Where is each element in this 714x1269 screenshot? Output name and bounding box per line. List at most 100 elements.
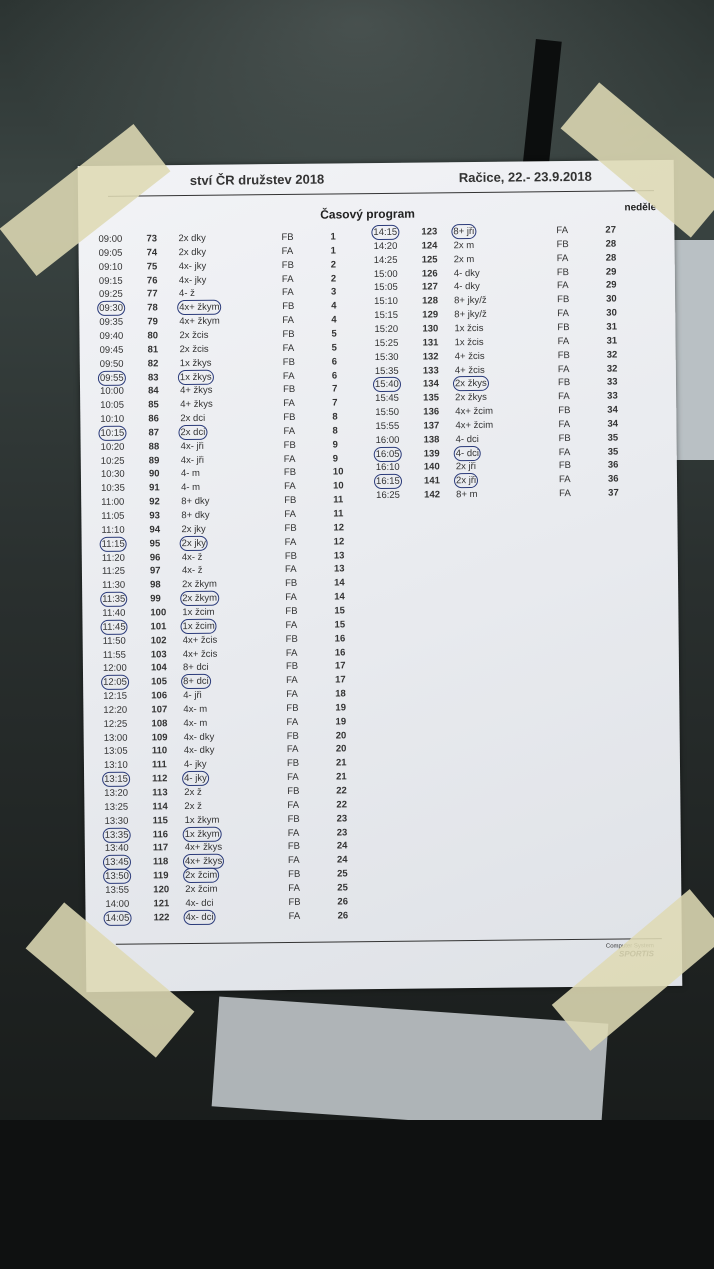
cell-cat: 8+ dci <box>182 662 209 674</box>
cell-race: 8 <box>332 425 338 437</box>
cell-num: 107 <box>151 704 168 716</box>
cell-cat: 2x ž <box>184 800 202 812</box>
cell-race: 31 <box>606 335 618 347</box>
cell-time: 09:10 <box>98 261 123 273</box>
cell-time: 14:15 <box>371 224 400 241</box>
cell-time: 13:45 <box>102 854 131 871</box>
cell-time: 13:50 <box>103 868 131 885</box>
cell-time: 10:35 <box>101 482 125 495</box>
cell-race: 11 <box>333 494 344 506</box>
cell-race: 17 <box>335 674 346 686</box>
cell-race: 6 <box>331 369 338 381</box>
cell-cat: 4x+ žcim <box>455 405 494 418</box>
cell-time: 16:00 <box>375 434 400 446</box>
cell-race: 10 <box>332 466 344 478</box>
cell-race: 8 <box>332 411 338 423</box>
cell-num: 77 <box>146 288 158 300</box>
cell-time: 15:00 <box>373 268 398 280</box>
cell-time: 13:55 <box>105 884 130 896</box>
cell-time: 11:50 <box>102 635 126 647</box>
cell-time: 15:50 <box>375 406 400 419</box>
cell-lane: FB <box>282 384 296 396</box>
cell-num: 119 <box>153 870 169 882</box>
cell-num: 92 <box>149 496 160 508</box>
cell-race: 28 <box>605 252 617 264</box>
cell-num: 123 <box>421 226 438 238</box>
cell-lane: FA <box>281 245 294 257</box>
cell-num: 121 <box>153 898 170 910</box>
cell-cat: 4- dky <box>453 281 480 293</box>
cell-lane: FB <box>288 896 301 908</box>
cell-time: 16:05 <box>373 446 402 462</box>
cell-cat: 4x- jři <box>180 440 204 452</box>
cell-lane: FA <box>285 619 298 631</box>
cell-time: 09:15 <box>98 275 123 287</box>
cell-time: 10:25 <box>100 455 125 467</box>
cell-race: 27 <box>605 224 617 236</box>
cell-race: 32 <box>606 363 618 375</box>
cell-time: 09:05 <box>98 247 123 259</box>
cell-lane: FA <box>282 314 295 327</box>
cell-lane: FA <box>558 474 571 486</box>
cell-time: 15:30 <box>374 351 399 363</box>
cell-num: 133 <box>422 364 439 377</box>
cell-cat: 4x- dky <box>183 731 215 743</box>
cell-num: 93 <box>149 510 160 522</box>
cell-time: 13:40 <box>104 843 129 855</box>
cell-time: 11:35 <box>100 591 128 608</box>
cell-race: 28 <box>605 238 617 250</box>
cell-lane: FB <box>283 411 296 424</box>
cell-race: 18 <box>335 688 346 700</box>
cell-num: 124 <box>421 240 438 252</box>
cell-time: 13:00 <box>103 732 128 744</box>
cell-cat: 4x- jři <box>180 454 205 466</box>
cell-num: 99 <box>150 593 161 605</box>
cell-num: 128 <box>422 295 439 307</box>
cell-time: 09:25 <box>98 289 123 301</box>
cell-race: 13 <box>333 549 345 562</box>
cell-cat: 4x- dky <box>183 745 215 757</box>
cell-time: 10:20 <box>100 441 125 453</box>
cell-cat: 8+ dci <box>181 673 211 690</box>
cell-lane: FB <box>284 495 297 507</box>
cell-num: 110 <box>151 745 168 757</box>
cell-time: 09:00 <box>98 233 123 245</box>
dashboard <box>0 1120 714 1269</box>
event-title: ství ČR družstev 2018 <box>189 171 325 188</box>
cell-cat: 1x žcis <box>454 336 484 349</box>
cell-lane: FA <box>557 363 570 375</box>
header-rule <box>108 190 654 197</box>
cell-race: 10 <box>333 480 344 492</box>
cell-num: 94 <box>149 524 161 536</box>
cell-lane: FB <box>284 550 297 562</box>
cell-time: 16:10 <box>375 462 400 474</box>
cell-cat: 8+ jky/ž <box>454 308 487 321</box>
cell-race: 26 <box>337 909 349 922</box>
cell-num: 136 <box>423 406 440 418</box>
cell-num: 90 <box>148 468 160 480</box>
cell-time: 13:35 <box>102 827 131 843</box>
cell-num: 115 <box>152 814 168 827</box>
cell-time: 09:50 <box>99 358 124 370</box>
cell-race: 35 <box>607 432 619 444</box>
cell-lane: FA <box>283 453 296 465</box>
cell-cat: 4- jky <box>183 759 207 771</box>
cell-lane: FB <box>285 605 298 617</box>
cell-time: 11:45 <box>100 619 128 635</box>
cell-time: 11:10 <box>101 524 125 536</box>
cell-lane: FA <box>283 425 296 437</box>
cell-race: 35 <box>607 446 619 458</box>
cell-time: 12:25 <box>103 718 128 730</box>
cell-lane: FB <box>287 841 301 853</box>
papers-on-dashboard <box>211 996 609 1134</box>
cell-cat: 4+ žcis <box>454 364 485 376</box>
cell-cat: 1x žkys <box>179 357 212 369</box>
cell-time: 13:30 <box>104 815 129 827</box>
cell-num: 106 <box>151 690 168 702</box>
cell-race: 20 <box>335 743 347 755</box>
cell-race: 1 <box>330 231 336 243</box>
cell-cat: 8+ dky <box>181 509 210 522</box>
cell-race: 11 <box>333 508 344 520</box>
cell-race: 5 <box>331 342 337 354</box>
cell-num: 76 <box>146 274 158 286</box>
